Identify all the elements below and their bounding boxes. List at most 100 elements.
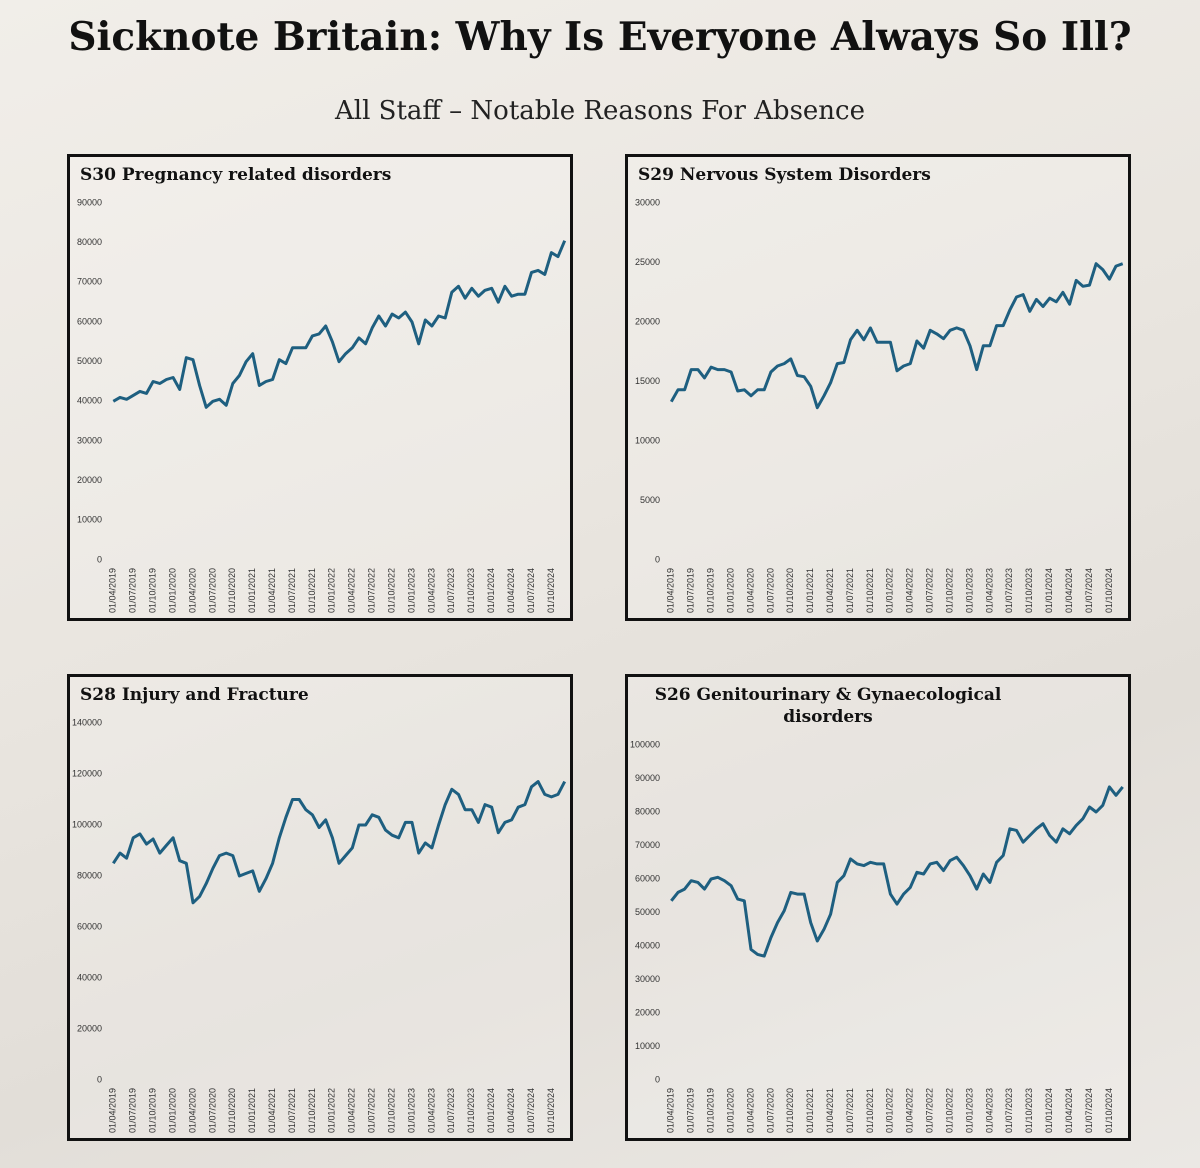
x-tick-label: 01/01/2020 [725,568,735,613]
x-tick-label: 01/04/2021 [267,568,277,613]
y-tick-label: 40000 [77,396,102,406]
y-tick-label: 30000 [635,974,660,984]
x-tick-label: 01/07/2024 [526,568,536,613]
x-tick-label: 01/04/2024 [1064,1088,1074,1133]
chart: 0 5000 10000 15000 20000 25000 30000 01/04/2019… [635,197,1124,613]
x-tick-label: 01/07/2019 [686,1088,696,1133]
x-tick-label: 01/10/2020 [785,568,795,613]
x-tick-label: 01/04/2020 [187,568,197,613]
y-tick-label: 0 [655,1074,660,1084]
x-tick-label: 01/07/2019 [128,568,138,613]
y-tick-label: 100000 [630,739,660,749]
x-tick-label: 01/01/2022 [327,1088,337,1133]
x-tick-label: 01/01/2022 [885,568,895,613]
data-line [112,240,567,409]
x-tick-label: 01/04/2023 [984,1088,994,1133]
y-tick-label: 70000 [77,277,102,287]
x-tick-label: 01/10/2021 [865,568,875,613]
page-title: Sicknote Britain: Why Is Everyone Always… [68,14,1132,60]
x-tick-label: 01/01/2024 [486,1088,496,1133]
x-tick-label: 01/10/2023 [466,1088,476,1133]
chart: 0 20000 40000 60000 80000 100000 120000 140000 0… [72,717,567,1133]
x-tick-label: 01/01/2021 [805,1088,815,1133]
x-tick-label: 01/04/2023 [426,568,436,613]
x-tick-label: 01/10/2023 [1024,568,1034,613]
x-tick-label: 01/10/2021 [307,1088,317,1133]
x-tick-label: 01/10/2020 [227,568,237,613]
chart: 0 10000 20000 30000 40000 50000 60000 70000 8000… [630,739,1124,1133]
x-tick-label: 01/07/2020 [765,1088,775,1133]
x-tick-label: 01/04/2024 [1064,568,1074,613]
chart-title: S28 Injury and Fracture [80,685,309,705]
y-tick-label: 90000 [77,197,102,207]
x-tick-label: 01/10/2019 [148,1088,158,1133]
x-tick-label: 01/07/2023 [1004,568,1014,613]
x-tick-label: 01/10/2022 [944,1088,954,1133]
x-tick-label: 01/07/2020 [207,1088,217,1133]
x-tick-label: 01/01/2023 [406,568,416,613]
x-tick-label: 01/04/2022 [905,1088,915,1133]
y-tick-label: 60000 [77,921,102,931]
x-tick-label: 01/01/2024 [1044,1088,1054,1133]
chart-panel: 0 5000 10000 15000 20000 25000 30000 01/04/2019… [625,154,1131,621]
y-tick-label: 120000 [72,768,102,778]
x-tick-label: 01/01/2023 [406,1088,416,1133]
x-tick-label: 01/07/2021 [845,568,855,613]
x-tick-label: 01/07/2021 [287,568,297,613]
x-tick-label: 01/10/2021 [865,1088,875,1133]
x-tick-label: 01/07/2020 [765,568,775,613]
x-tick-label: 01/01/2022 [885,1088,895,1133]
x-tick-label: 01/01/2021 [805,568,815,613]
x-tick-label: 01/04/2019 [666,1088,676,1133]
y-tick-label: 30000 [635,197,660,207]
y-tick-label: 0 [97,1074,102,1084]
chart-title: S30 Pregnancy related disorders [80,165,392,185]
x-tick-label: 01/07/2019 [128,1088,138,1133]
y-tick-label: 20000 [635,1007,660,1017]
x-tick-label: 01/10/2024 [1104,568,1114,613]
x-tick-label: 01/10/2023 [1024,1088,1034,1133]
y-tick-label: 70000 [635,840,660,850]
x-tick-label: 01/01/2022 [327,568,337,613]
page-subtitle: All Staff – Notable Reasons For Absence [334,96,866,126]
x-tick-label: 01/01/2024 [1044,568,1054,613]
y-tick-label: 60000 [635,873,660,883]
y-tick-label: 10000 [635,435,660,445]
chart: 0 10000 20000 30000 40000 50000 60000 70000 8000… [77,197,567,613]
x-tick-label: 01/04/2019 [108,1088,118,1133]
x-tick-label: 01/04/2021 [825,1088,835,1133]
data-line [669,262,1124,410]
x-tick-label: 01/10/2024 [546,1088,556,1133]
data-line [670,785,1124,958]
chart-title: S26 Genitourinary & Gynaecological disor… [654,685,1002,727]
y-tick-label: 80000 [635,806,660,816]
x-tick-label: 01/07/2024 [1084,568,1094,613]
x-tick-label: 01/10/2020 [227,1088,237,1133]
x-tick-label: 01/04/2020 [745,568,755,613]
y-tick-label: 40000 [77,972,102,982]
y-tick-label: 40000 [635,940,660,950]
x-tick-label: 01/01/2021 [247,568,257,613]
y-tick-label: 100000 [72,819,102,829]
x-tick-label: 01/10/2020 [785,1088,795,1133]
x-tick-label: 01/04/2022 [905,568,915,613]
x-tick-label: 01/04/2024 [506,568,516,613]
y-tick-label: 0 [655,554,660,564]
y-tick-label: 25000 [635,257,660,267]
x-tick-label: 01/07/2023 [446,1088,456,1133]
x-tick-label: 01/04/2020 [187,1088,197,1133]
x-tick-label: 01/07/2022 [367,1088,377,1133]
y-tick-label: 30000 [77,435,102,445]
x-tick-label: 01/04/2022 [347,1088,357,1133]
x-tick-label: 01/04/2022 [347,568,357,613]
x-tick-label: 01/01/2020 [725,1088,735,1133]
chart-panel: 0 10000 20000 30000 40000 50000 60000 70000 8000… [625,674,1131,1141]
x-tick-label: 01/07/2022 [367,568,377,613]
x-tick-label: 01/10/2021 [307,568,317,613]
x-tick-label: 01/04/2019 [666,568,676,613]
chart-panel: 0 10000 20000 30000 40000 50000 60000 70000 8000… [67,154,573,621]
x-tick-label: 01/01/2023 [964,568,974,613]
x-tick-label: 01/04/2021 [825,568,835,613]
y-tick-label: 10000 [77,515,102,525]
x-tick-label: 01/01/2020 [167,568,177,613]
